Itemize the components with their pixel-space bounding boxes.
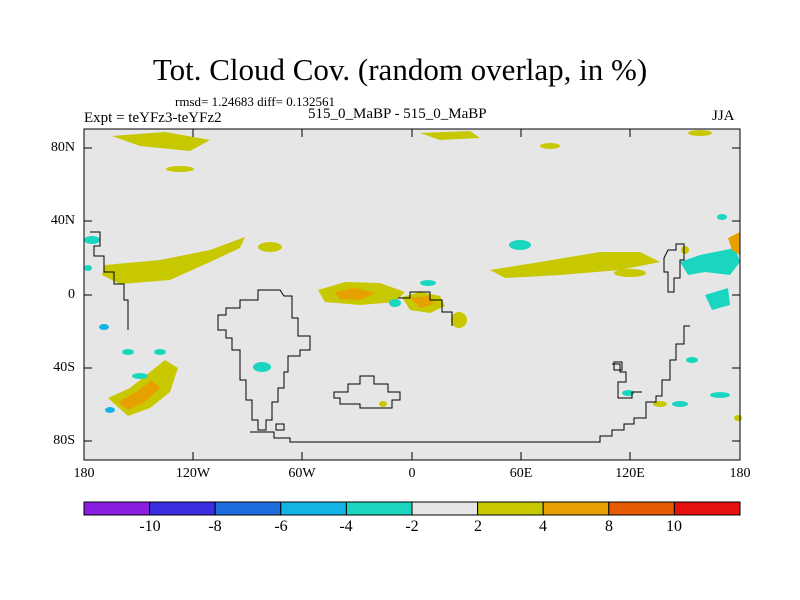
lon-label-120w: 120W [175,466,211,481]
tick-marks [84,129,740,460]
patch-so-6 [734,415,742,421]
patch-sam-neg [253,362,271,372]
patch-spac-neg [132,373,148,379]
colorbar [83,501,741,516]
colorbar-label: -2 [405,518,419,535]
patch-arctic-1 [112,132,210,151]
patch-wpac-pos [728,232,740,255]
coastlines [90,231,690,443]
coast-nz [613,361,623,371]
coast-africa [398,291,453,326]
lon-label-180w: 180 [73,466,95,481]
colorbar-label: -10 [139,518,161,535]
colorbar-box [673,501,741,516]
season-label: JJA [712,108,735,124]
patch-indian-small [614,269,646,277]
colorbar-label: -4 [339,518,353,535]
patch-wpac-neg2 [705,288,730,310]
patch-npac [102,237,245,284]
patch-ecpac-neg [84,236,100,244]
patch-so-4 [686,357,698,363]
anomaly-patches [84,130,742,421]
patch-sepac-neg2 [122,349,134,355]
colorbar-box [83,501,151,516]
colorbar-label: -6 [274,518,288,535]
colorbar-box [477,501,544,516]
patch-sepac-neg [99,324,109,330]
colorbar-box [542,501,610,516]
colorbar-label: 8 [605,518,613,535]
colorbar-box [608,501,675,516]
experiment-label: Expt = teYFz3-teYFz2 [84,110,222,126]
patch-arctic-4 [540,143,560,149]
colorbar-box [214,501,282,516]
patch-arctic-5 [688,130,712,136]
lon-label-60w: 60W [288,466,316,481]
colorbar-box [149,501,216,516]
patch-atlantic-core [335,288,375,300]
patch-spac-core [118,380,160,410]
patch-wpac-pos2 [717,214,727,220]
coast-asia-east [663,243,685,293]
patch-wpac-neg [680,248,740,275]
lat-label-80s: 80S [53,433,75,448]
lon-label-60e: 60E [509,466,533,481]
patch-so-7 [379,401,387,407]
colorbar-label: 10 [666,518,682,535]
coast-antarctic-island [333,375,401,409]
colorbar-label: 2 [474,518,482,535]
patch-neg-arabia [509,240,531,250]
colorbar-box [280,501,347,516]
coast-south-america [217,289,311,431]
patch-npac-small [258,242,282,252]
patch-so-2 [672,401,688,407]
lat-label-40s: 40S [53,360,75,375]
patch-arctic-2 [420,131,480,140]
patch-indian-band [490,252,660,278]
colorbar-label: -8 [208,518,222,535]
lat-label-0: 0 [68,287,75,302]
patch-arctic-3 [166,166,194,172]
patch-so-1 [622,390,634,396]
colorbar-box [411,501,479,516]
lat-label-40n: 40N [50,213,75,228]
runs-label: 515_0_MaBP - 515_0_MaBP [308,106,487,122]
stats-text: rmsd= 1.24683 diff= 0.132561 [175,94,335,109]
lon-label-180e: 180 [729,466,751,481]
lon-label-120e: 120E [615,466,645,481]
patch-ecpac-neg2 [84,265,92,271]
lon-label-0: 0 [408,466,416,481]
patch-neg-sahel [389,299,401,307]
coast-north-america [90,231,129,330]
patch-gulf [451,312,467,328]
plot-title: Tot. Cloud Cov. (random overlap, in %) [152,52,648,87]
lat-label-80n: 80N [50,140,75,155]
patch-wpac-pos3 [681,246,689,254]
patch-so-3 [710,392,730,398]
patch-africa-core [410,296,434,308]
colorbar-box [345,501,413,516]
colorbar-label: 4 [539,518,547,535]
patch-spac-neg2 [154,349,166,355]
coast-east-island [275,423,285,431]
coast-australia [612,363,642,399]
patch-neg-africa [420,280,436,286]
coast-antarctica [250,325,690,443]
patch-spac-neg3 [105,407,115,413]
